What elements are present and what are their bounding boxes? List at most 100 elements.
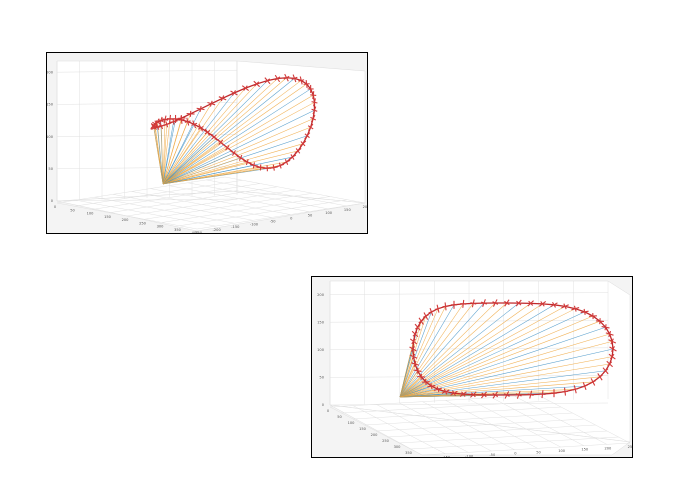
chart-1-markers xyxy=(150,73,318,172)
chart-2-marker xyxy=(414,323,421,331)
chart-2-svg: 050100150200050100150200250300350400-200… xyxy=(317,280,632,457)
chart-1-marker xyxy=(177,115,186,122)
chart-2-ray xyxy=(399,302,485,398)
chart-2-gridlines xyxy=(329,281,631,456)
chart-2-y-tick-label: -100 xyxy=(465,454,474,457)
chart-1-marker xyxy=(191,120,198,129)
chart-2-marker xyxy=(434,304,442,313)
chart-1-marker xyxy=(241,85,250,91)
chart-2-ray xyxy=(399,321,422,398)
chart-1-marker xyxy=(223,144,231,151)
chart-1-floor-grid-line xyxy=(150,188,291,215)
chart-2-floor-grid-line xyxy=(514,396,608,445)
chart-1-marker xyxy=(310,114,317,123)
chart-1-marker xyxy=(249,162,258,169)
chart-2-z-tick-label: 150 xyxy=(317,320,325,324)
chart-2-ray xyxy=(399,302,508,398)
chart-1-marker xyxy=(211,133,218,141)
chart-1-marker xyxy=(217,139,225,146)
chart-2-marker xyxy=(411,360,420,368)
chart-2-ray xyxy=(399,311,432,398)
chart-2-z-tick-label: 100 xyxy=(317,348,325,352)
chart-1-floor-grid-line xyxy=(206,179,347,207)
chart-1-floor-grid-line xyxy=(161,196,331,223)
chart-1-ray xyxy=(162,108,201,185)
chart-2-marker xyxy=(428,307,435,316)
chart-2-z-tick-label: 50 xyxy=(319,376,324,380)
chart-1-marker xyxy=(310,91,317,100)
chart-1-x-tick-label: 400 xyxy=(192,231,200,233)
chart-2-marker xyxy=(492,391,499,399)
chart-2-marker xyxy=(441,388,450,395)
chart-2-marker xyxy=(608,353,616,360)
chart-1-marker xyxy=(288,154,297,160)
chart-2-marker xyxy=(451,300,457,309)
chart-2-floor-grid-line xyxy=(398,430,608,444)
chart-2-floor-grid-line xyxy=(364,412,573,426)
chart-1-z-tick-label: 150 xyxy=(47,103,54,107)
chart-2-marker xyxy=(470,299,477,308)
chart-2-tick-labels: 050100150200050100150200250300350400-200… xyxy=(317,293,632,457)
chart-1-marker xyxy=(264,77,271,85)
chart-2-ray xyxy=(399,303,464,398)
chart-2-marker xyxy=(588,313,597,320)
chart-1-floor-grid-line xyxy=(126,189,296,217)
chart-1-ray xyxy=(162,119,166,185)
chart-1-ray xyxy=(162,142,221,185)
chart-2-marker xyxy=(492,299,499,307)
chart-2-x-tick-label: 150 xyxy=(359,427,367,431)
chart-2-ray xyxy=(399,302,496,398)
chart-1-tick-labels: 0 50 100 150 200 0 50 100 150 200 250 300 350 400-250… xyxy=(47,70,367,233)
chart-1-marker xyxy=(162,121,171,128)
chart-2-marker xyxy=(515,390,522,399)
chart-1-x-tick-label: 50 xyxy=(70,208,75,212)
chart-2-y-tick-label: 50 xyxy=(536,450,541,454)
chart-1-ray xyxy=(162,167,261,185)
chart-2-floor-grid-line xyxy=(445,400,538,449)
chart-2-marker xyxy=(608,338,617,345)
chart-2-floor-grid-line xyxy=(491,397,584,446)
chart-1-marker xyxy=(311,106,318,115)
chart-1-ray xyxy=(162,118,182,185)
chart-2-marker xyxy=(422,312,429,320)
chart-2-ray xyxy=(399,389,439,398)
chart-panel-1[interactable]: 0 50 100 150 200 0 50 100 150 200 250 300 350 400 -250… xyxy=(46,52,368,234)
chart-1-ray xyxy=(162,102,315,185)
chart-1-marker xyxy=(307,123,314,131)
chart-1-y-tick-label: 50 xyxy=(308,214,313,218)
chart-2-y-tick-label: 0 xyxy=(514,452,517,456)
chart-1-ray xyxy=(162,143,304,185)
chart-2-floor-grid-line xyxy=(329,406,423,456)
chart-2-x-tick-label: 0 xyxy=(327,409,330,413)
chart-1-marker xyxy=(230,90,238,96)
chart-1-ray xyxy=(162,152,235,185)
chart-1-floor-grid-line xyxy=(144,193,313,220)
chart-1-x-tick-label: 250 xyxy=(139,221,147,225)
chart-1-floor-grid-line xyxy=(131,191,272,218)
chart-2-marker xyxy=(460,299,467,308)
chart-2-marker xyxy=(581,382,588,391)
chart-1-marker xyxy=(230,150,238,156)
chart-1-ray xyxy=(162,118,171,185)
chart-1-marker xyxy=(236,154,245,161)
chart-2-markers xyxy=(409,299,617,399)
chart-2-floor-grid-line xyxy=(341,400,550,414)
chart-1-svg: 0 50 100 150 200 0 50 100 150 200 250 300 350 400-250… xyxy=(47,60,367,233)
chart-2-marker xyxy=(481,391,487,399)
chart-2-floor-grid-line xyxy=(422,401,515,450)
chart-1-ray xyxy=(162,103,212,185)
chart-2-marker xyxy=(504,299,510,307)
chart-2-y-tick-label: 250 xyxy=(628,445,632,449)
chart-2-ray xyxy=(399,333,610,398)
chart-1-floor-grid-line xyxy=(94,196,235,224)
chart-2-ray xyxy=(399,308,439,398)
chart-1-marker xyxy=(291,74,298,83)
chart-2-y-tick-label: -50 xyxy=(489,453,496,457)
chart-2-floor-grid-line xyxy=(421,442,631,456)
chart-2-ray xyxy=(399,315,594,398)
chart-2-marker xyxy=(434,386,443,393)
chart-panel-2[interactable]: 050100150200050100150200250300350400-200… xyxy=(311,276,633,458)
chart-1-ray xyxy=(157,127,164,185)
chart-1-marker xyxy=(294,148,302,154)
chart-1-ray xyxy=(162,136,215,185)
